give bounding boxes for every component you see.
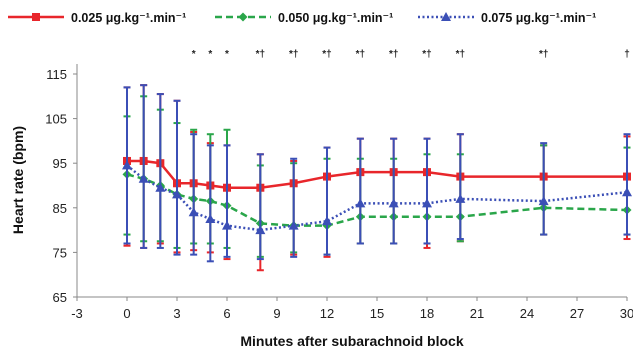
- significance-mark: *†: [289, 49, 298, 60]
- error-bar: [140, 84, 148, 249]
- triangle-marker: [288, 220, 299, 230]
- series-1: [123, 84, 631, 272]
- x-tick-label: 18: [420, 306, 434, 321]
- triangle-marker: [222, 220, 232, 230]
- x-tick-label: 9: [273, 306, 280, 321]
- significance-mark: *†: [322, 49, 331, 60]
- error-bar: [206, 144, 214, 263]
- x-tick-label: 21: [470, 306, 484, 321]
- triangle-marker: [538, 196, 549, 206]
- significance-mark: *: [208, 49, 212, 60]
- triangle-marker: [188, 207, 199, 217]
- y-tick-label: 75: [53, 245, 67, 260]
- square-marker: [32, 13, 40, 21]
- y-axis-title: Heart rate (bpm): [10, 126, 26, 234]
- triangle-marker: [441, 12, 451, 21]
- y-tick-label: 115: [46, 67, 67, 82]
- error-bar: [156, 93, 164, 249]
- x-tick-label: 0: [123, 306, 130, 321]
- significance-mark: *†: [422, 49, 431, 60]
- significance-marks: * * * *† *† *† *† *† *† *† *† †: [192, 49, 630, 60]
- series-line: [126, 164, 628, 232]
- triangle-marker: [205, 213, 216, 223]
- error-bar: [456, 133, 464, 241]
- legend-item: 0.050 μg.kg⁻¹.min⁻¹: [215, 11, 393, 25]
- legend-item: 0.075 μg.kg⁻¹.min⁻¹: [418, 11, 596, 25]
- triangle-marker: [138, 173, 149, 183]
- legend-label: 0.075 μg.kg⁻¹.min⁻¹: [481, 11, 596, 25]
- y-tick-label: 85: [53, 201, 67, 216]
- error-bar: [323, 146, 331, 256]
- significance-mark: *†: [356, 49, 365, 60]
- significance-mark: *†: [389, 49, 398, 60]
- legend-item: 0.025 μg.kg⁻¹.min⁻¹: [8, 11, 186, 25]
- axes: [76, 64, 627, 298]
- error-bar: [540, 142, 548, 236]
- x-tick-label: 3: [173, 306, 180, 321]
- significance-mark: *†: [539, 49, 548, 60]
- diamond-marker: [238, 12, 248, 22]
- triangle-marker: [622, 187, 632, 197]
- significance-mark: *†: [256, 49, 265, 60]
- y-tick-label: 65: [53, 290, 67, 305]
- x-tick-label: 15: [370, 306, 384, 321]
- error-bar: [256, 153, 264, 261]
- error-bar: [356, 137, 364, 245]
- triangle-marker: [122, 160, 132, 170]
- triangle-marker: [455, 193, 466, 203]
- error-bar: [623, 133, 631, 236]
- error-bar: [223, 144, 231, 258]
- legend-label: 0.050 μg.kg⁻¹.min⁻¹: [278, 11, 393, 25]
- triangle-marker: [155, 182, 166, 192]
- y-ticks: 65 75 85 95 105 115: [45, 67, 77, 305]
- error-bar: [423, 137, 431, 245]
- y-tick-label: 105: [45, 112, 67, 127]
- triangle-marker: [255, 225, 266, 235]
- error-bar: [173, 99, 181, 256]
- triangle-marker: [388, 198, 399, 208]
- significance-mark: *†: [456, 49, 465, 60]
- x-ticks: -3 0 3 6 9 12 15 18 21 24 27 30: [71, 297, 633, 321]
- error-bar: [290, 157, 298, 258]
- x-axis-title: Minutes after subarachnoid block: [240, 333, 463, 349]
- series-line: [126, 173, 628, 227]
- x-tick-label: 24: [520, 306, 534, 321]
- triangle-marker: [322, 216, 332, 226]
- x-tick-label: 6: [223, 306, 230, 321]
- series-3: [122, 84, 632, 263]
- triangle-marker: [355, 198, 366, 208]
- x-tick-label: -3: [71, 306, 83, 321]
- x-tick-label: 12: [320, 306, 334, 321]
- error-bar: [190, 133, 198, 256]
- triangle-marker: [172, 189, 182, 199]
- error-bar: [390, 137, 398, 245]
- x-tick-label: 27: [570, 306, 584, 321]
- series-line: [127, 159, 627, 189]
- significance-mark: *: [225, 49, 229, 60]
- x-tick-label: 30: [620, 306, 633, 321]
- significance-mark: *: [192, 49, 196, 60]
- legend: 0.025 μg.kg⁻¹.min⁻¹ 0.050 μg.kg⁻¹.min⁻¹ 0.…: [8, 11, 596, 25]
- legend-label: 0.025 μg.kg⁻¹.min⁻¹: [71, 11, 186, 25]
- plot-area: [122, 84, 632, 272]
- triangle-marker: [422, 198, 432, 208]
- y-tick-label: 95: [53, 156, 67, 171]
- significance-mark: †: [624, 49, 630, 60]
